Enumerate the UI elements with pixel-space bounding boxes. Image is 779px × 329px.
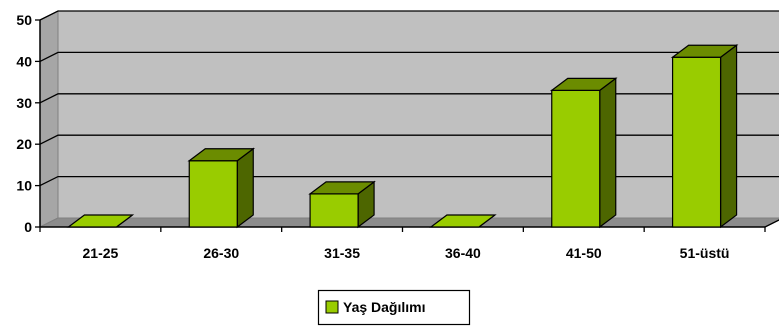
legend: Yaş Dağılımı <box>317 289 471 326</box>
bar-front <box>671 56 722 228</box>
y-tick-label: 0 <box>24 219 32 235</box>
bar-front <box>188 160 238 228</box>
bar-top <box>308 181 376 195</box>
y-tick-label: 20 <box>16 136 32 152</box>
x-tick-label: 51-üstü <box>680 245 730 261</box>
y-tick-label: 10 <box>16 178 32 194</box>
y-tick-label: 40 <box>16 53 32 69</box>
bar-front <box>551 89 601 228</box>
chart-floor <box>39 217 779 228</box>
bar <box>670 44 739 229</box>
x-tick-label: 21-25 <box>83 245 119 261</box>
floor-edge <box>764 219 779 228</box>
gridline <box>39 10 779 21</box>
bar-top <box>187 148 256 162</box>
back-wall <box>57 10 779 219</box>
bar-side <box>236 147 254 229</box>
y-tick-label: 30 <box>16 95 32 111</box>
side-wall <box>39 10 59 228</box>
bar-side <box>599 77 617 229</box>
bar-side <box>719 44 738 229</box>
bar-top <box>66 214 135 228</box>
x-tick-label: 31-35 <box>324 245 360 261</box>
bar-top <box>670 44 739 58</box>
x-tick-label: 41-50 <box>566 245 602 261</box>
y-tick-labels: 0 10 20 30 40 50 <box>16 12 32 235</box>
legend-box <box>317 289 471 326</box>
x-tick-labels: 21-25 26-30 31-35 36-40 41-50 51-üstü <box>83 245 730 261</box>
bar <box>187 147 256 229</box>
bar <box>308 180 376 229</box>
legend-label: Yaş Dağılımı <box>343 299 425 315</box>
bar <box>66 214 135 228</box>
chart-walls <box>39 10 779 228</box>
legend-swatch <box>325 300 339 314</box>
gridline <box>39 175 779 187</box>
bars <box>66 44 739 229</box>
bar-top <box>549 77 618 91</box>
x-tick-label: 36-40 <box>445 245 481 261</box>
bar-front <box>309 193 359 228</box>
gridline <box>39 51 779 62</box>
y-tick-label: 50 <box>16 12 32 28</box>
bar <box>549 77 618 229</box>
gridlines <box>39 10 779 187</box>
gridline <box>39 134 779 145</box>
gridline <box>39 93 779 104</box>
bar <box>429 214 497 228</box>
bar-top <box>429 214 497 228</box>
x-tick-label: 26-30 <box>203 245 239 261</box>
axes <box>35 19 779 232</box>
